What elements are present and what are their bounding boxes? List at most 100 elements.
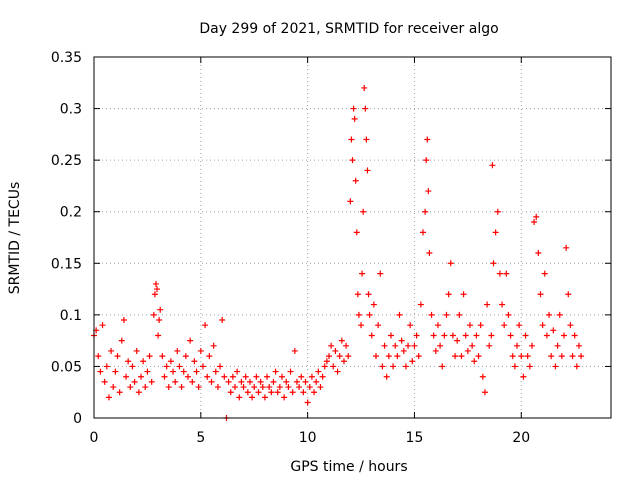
data-point [417,301,424,308]
data-point [528,342,535,349]
data-point [347,198,354,205]
data-point [413,332,420,339]
data-point [415,353,422,360]
x-tick-label: 0 [90,430,99,446]
x-tick-label: 15 [406,430,424,446]
data-point [375,322,382,329]
data-point [548,353,555,360]
data-point [208,378,215,385]
data-point [131,378,138,385]
data-point [182,353,189,360]
data-point [189,378,196,385]
data-point [300,389,307,396]
data-point [550,327,557,334]
x-tick-label: 5 [196,430,205,446]
y-tick-label: 0.05 [51,359,82,375]
data-point [323,358,330,365]
data-point [328,342,335,349]
data-point [539,322,546,329]
data-point [221,373,228,380]
data-point [343,342,350,349]
data-point [242,373,249,380]
data-point [319,373,326,380]
data-point [499,301,506,308]
data-point [123,373,130,380]
data-point [261,394,268,401]
data-point [197,347,204,354]
data-point [296,384,303,391]
data-point [140,358,147,365]
data-point [428,311,435,318]
data-point [315,368,322,375]
data-point [174,347,181,354]
data-point [217,363,224,370]
data-point [154,286,161,293]
data-point [326,353,332,360]
data-point [409,358,416,365]
data-point [445,291,452,298]
data-point [571,332,578,339]
data-point [489,162,496,169]
data-point [481,389,488,396]
data-point [225,378,232,385]
data-point [387,332,394,339]
data-point [112,368,119,375]
data-point [424,136,431,143]
data-point [486,342,493,349]
data-point [405,342,412,349]
data-point [363,136,370,143]
data-point [458,353,465,360]
data-point [204,373,211,380]
data-point [449,332,456,339]
data-point [321,363,328,370]
data-point [467,322,473,329]
data-point [359,270,366,277]
data-point [253,373,260,380]
data-point [473,332,480,339]
chart-title: Day 299 of 2021, SRMTID for receiver alg… [199,21,498,37]
y-axis-label: SRMTID / TECUs [7,182,23,295]
data-point [420,229,426,236]
data-point [118,337,125,344]
data-point [334,368,341,375]
data-point [546,311,553,318]
data-point [533,213,540,220]
data-point [308,373,315,380]
data-point [425,188,432,195]
data-point [360,208,367,215]
data-point [133,347,140,354]
data-point [535,249,542,256]
data-point [236,394,243,401]
data-point [477,322,484,329]
data-point [432,347,439,354]
data-point [281,394,288,401]
data-point [274,389,281,396]
data-point [556,311,563,318]
data-point [276,384,283,391]
data-point [558,353,565,360]
data-point [520,373,527,380]
data-point [352,177,359,184]
data-point [381,342,388,349]
data-point [227,389,234,396]
data-point [505,311,512,318]
data-point [368,332,375,339]
data-point [176,363,183,370]
data-point [108,347,115,354]
data-point [125,358,132,365]
data-point [355,311,362,318]
data-point [383,373,390,380]
data-point [526,363,533,370]
data-point [441,332,448,339]
data-point [264,373,271,380]
data-point [518,353,525,360]
data-point [165,384,172,391]
data-point [199,363,206,370]
data-point [464,347,471,354]
data-point [398,337,405,344]
data-point [469,342,476,349]
data-point [289,389,296,396]
data-point [163,363,170,370]
data-point [475,353,482,360]
data-point [266,384,273,391]
